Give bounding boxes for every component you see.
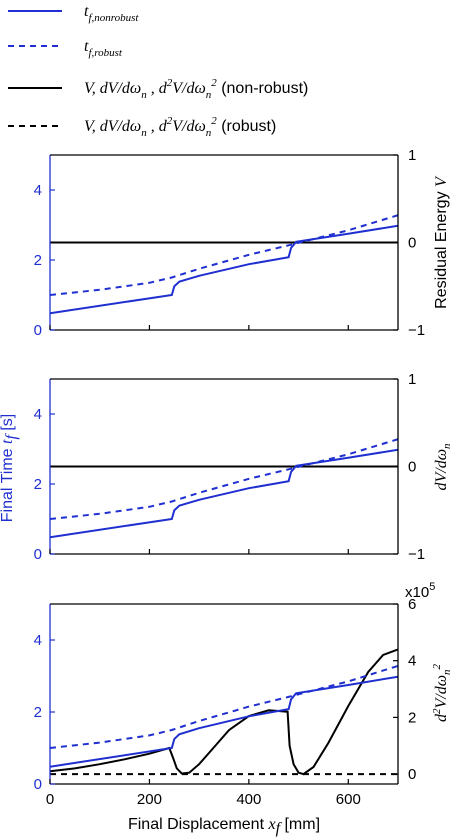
right-tick-label: 0	[408, 766, 416, 783]
panel-1: 0 2 4 −1 0 1	[34, 147, 425, 339]
legend-label-t-nonrobust: tf,nonrobust	[84, 3, 139, 24]
series-t-nonrobust	[50, 675, 398, 768]
left-tick-label: 0	[34, 322, 42, 339]
left-tick-label: 2	[34, 704, 42, 721]
right-axis-label-dv-domega: dV/dωn	[433, 443, 453, 491]
panel-3: 0 2 4 0 2 4 6 0 200 400 600	[34, 596, 417, 808]
series-v-nonrobust	[50, 648, 398, 776]
left-tick-label: 4	[34, 182, 42, 199]
series-t-nonrobust	[50, 224, 398, 315]
left-tick-label: 0	[34, 776, 42, 793]
panels: 0 2 4 −1 0 1 0 2 4 −1 0 1 0 2 4 0 2 4 6 0 200 400 600	[34, 147, 425, 808]
right-axis-label-d2v-domega2: d2V/dωn2	[431, 663, 453, 722]
right-tick-label: −1	[408, 546, 425, 563]
x-tick-label: 400	[236, 791, 261, 808]
x-tick-label: 600	[336, 791, 361, 808]
right-tick-label: 2	[408, 709, 416, 726]
left-tick-label: 2	[34, 476, 42, 493]
x-tick-label: 200	[137, 791, 162, 808]
series-t-nonrobust	[50, 448, 398, 539]
legend-label-t-robust: tf,robust	[84, 38, 123, 59]
series-t-robust	[50, 664, 398, 749]
right-axis-label-residual-energy: Residual Energy V	[433, 175, 450, 309]
right-tick-label: −1	[408, 322, 425, 339]
right-tick-label: 0	[408, 235, 416, 252]
left-tick-label: 4	[34, 406, 42, 423]
right-tick-label: 6	[408, 596, 416, 613]
legend: tf,nonrobust tf,robust V, dV/dωn , d2V/d…	[8, 3, 308, 139]
left-tick-label: 2	[34, 252, 42, 269]
series-t-robust	[50, 438, 398, 520]
x-axis-label: Final Displacement xf [mm]	[128, 816, 320, 837]
right-tick-label: 0	[408, 459, 416, 476]
x-tick-label: 0	[46, 791, 54, 808]
y-axis-label-final-time: Final Time tf [s]	[0, 414, 20, 523]
right-axis-multiplier: x105	[405, 581, 435, 601]
right-tick-label: 4	[408, 653, 416, 670]
left-tick-label: 0	[34, 546, 42, 563]
right-tick-label: 1	[408, 147, 416, 164]
left-tick-label: 4	[34, 632, 42, 649]
legend-label-v-nonrobust: V, dV/dωn , d2V/dωn2 (non-robust)	[84, 77, 308, 101]
panel-2: 0 2 4 −1 0 1	[34, 371, 425, 563]
right-tick-label: 1	[408, 371, 416, 388]
series-t-robust	[50, 214, 398, 296]
legend-label-v-robust: V, dV/dωn , d2V/dωn2 (robust)	[84, 115, 276, 139]
